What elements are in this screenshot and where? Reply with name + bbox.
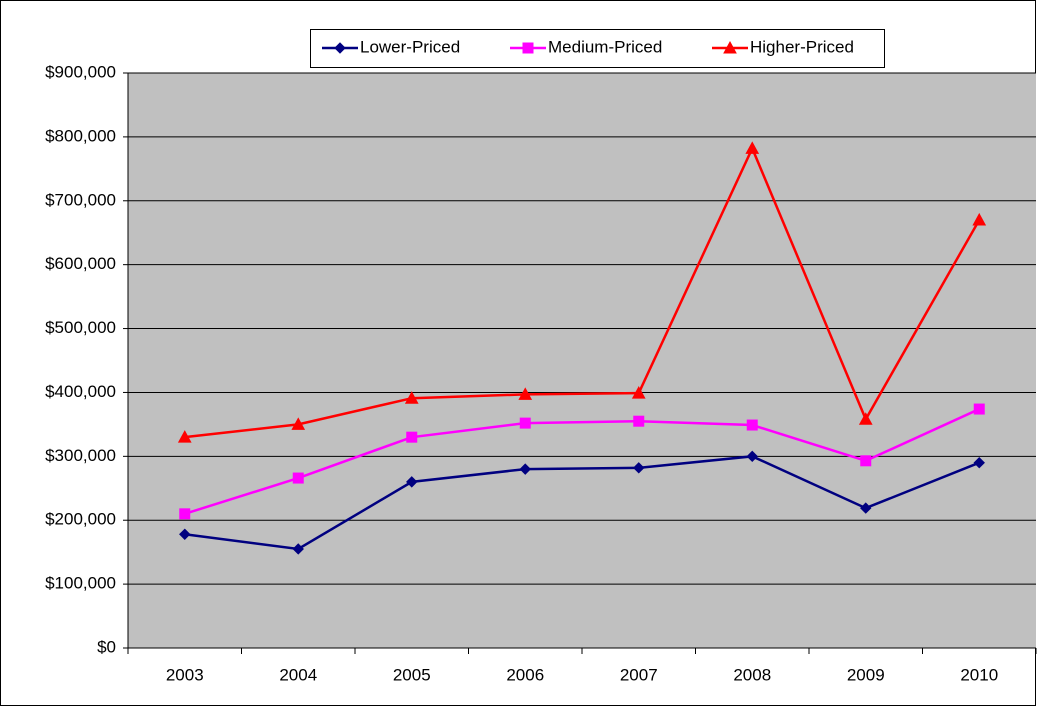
y-tick-label: $100,000 bbox=[45, 574, 116, 593]
y-tick-label: $700,000 bbox=[45, 190, 116, 209]
marker bbox=[973, 403, 985, 415]
legend-label: Medium-Priced bbox=[548, 37, 662, 56]
marker bbox=[745, 141, 760, 154]
x-tick-label: 2007 bbox=[620, 665, 658, 684]
x-tick-label: 2006 bbox=[506, 665, 544, 684]
marker bbox=[522, 42, 534, 54]
series-line bbox=[184, 145, 981, 439]
marker bbox=[860, 502, 872, 514]
legend-label: Higher-Priced bbox=[750, 37, 854, 56]
marker bbox=[633, 462, 645, 474]
marker bbox=[518, 387, 533, 400]
x-tick-label: 2005 bbox=[393, 665, 431, 684]
marker bbox=[404, 391, 419, 404]
marker bbox=[723, 40, 737, 54]
x-tick-label: 2008 bbox=[733, 665, 771, 684]
y-tick-label: $300,000 bbox=[45, 446, 116, 465]
y-tick-label: $400,000 bbox=[45, 382, 116, 401]
y-tick-label: $500,000 bbox=[45, 318, 116, 337]
y-tick-label: $900,000 bbox=[45, 62, 116, 81]
marker bbox=[860, 455, 872, 467]
legend: Lower-Priced Medium-Priced Higher-Priced bbox=[310, 29, 885, 68]
x-tick-label: 2010 bbox=[960, 665, 998, 684]
x-tick-label: 2003 bbox=[166, 665, 204, 684]
y-tick-label: $600,000 bbox=[45, 254, 116, 273]
series-line bbox=[184, 455, 980, 551]
marker bbox=[746, 450, 758, 463]
marker bbox=[746, 419, 758, 431]
legend-box bbox=[310, 29, 885, 68]
y-tick-label: $200,000 bbox=[45, 510, 116, 529]
marker bbox=[631, 386, 646, 399]
marker bbox=[177, 430, 192, 443]
x-tick-label: 2004 bbox=[279, 665, 317, 684]
marker bbox=[633, 415, 645, 427]
marker bbox=[858, 412, 873, 425]
marker bbox=[973, 457, 985, 469]
marker bbox=[519, 417, 531, 429]
marker bbox=[292, 472, 304, 484]
series-line bbox=[184, 407, 980, 516]
marker bbox=[406, 431, 418, 443]
plot-area: $0 $100,000 $200,000 $300,000 $400,000 $500,0… bbox=[45, 62, 1037, 684]
legend-label: Lower-Priced bbox=[360, 37, 460, 56]
marker bbox=[972, 212, 987, 226]
marker bbox=[291, 417, 306, 430]
marker bbox=[292, 543, 304, 555]
x-tick-label: 2009 bbox=[847, 665, 885, 684]
plot-background bbox=[128, 73, 1036, 648]
marker bbox=[334, 42, 346, 54]
marker bbox=[406, 476, 418, 488]
marker bbox=[179, 528, 191, 540]
marker bbox=[179, 508, 191, 520]
y-tick-label: $0 bbox=[97, 637, 116, 656]
y-tick-label: $800,000 bbox=[45, 126, 116, 145]
marker bbox=[519, 463, 531, 475]
